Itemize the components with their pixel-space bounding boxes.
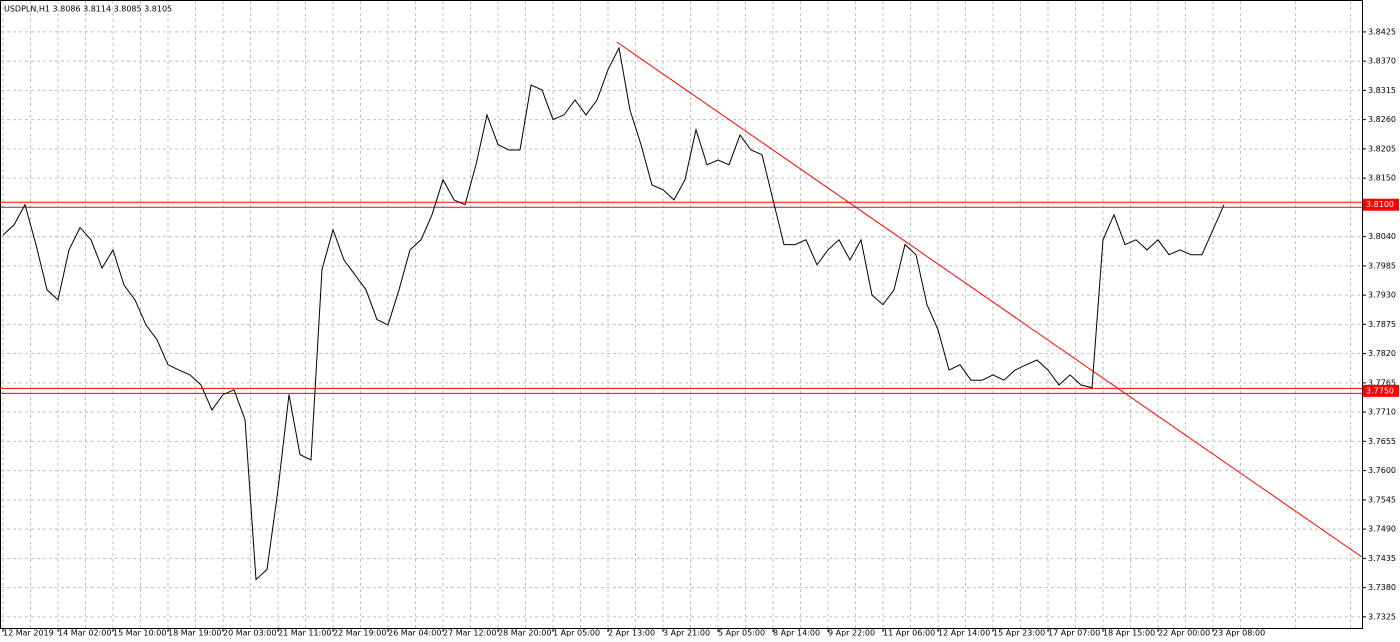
x-tick-label: 2 Apr 13:00 <box>608 629 655 638</box>
y-tick-label: 3.7655 <box>1368 437 1396 446</box>
y-tick-label: 3.7600 <box>1368 466 1396 475</box>
chart-title: USDPLN,H1 3.8086 3.8114 3.8085 3.8105 <box>4 5 172 14</box>
y-tick-label: 3.7710 <box>1368 408 1396 417</box>
y-tick-label: 3.7930 <box>1368 291 1396 300</box>
x-tick-label: 22 Mar 19:00 <box>333 629 386 638</box>
y-tick-label: 3.7820 <box>1368 349 1396 358</box>
x-tick-label: 23 Apr 08:00 <box>1213 629 1265 638</box>
price-line <box>2 46 1225 581</box>
y-tick-label: 3.7380 <box>1368 583 1396 592</box>
x-tick-label: 26 Mar 04:00 <box>388 629 441 638</box>
x-tick-label: 15 Mar 10:00 <box>113 629 166 638</box>
x-tick-label: 12 Apr 14:00 <box>938 629 990 638</box>
x-tick-label: 18 Apr 15:00 <box>1103 629 1155 638</box>
price-label: 3.7750 <box>1366 386 1394 395</box>
y-tick-label: 3.7490 <box>1368 525 1396 534</box>
y-tick-label: 3.7765 <box>1368 378 1396 387</box>
y-tick-label: 3.8425 <box>1368 27 1396 36</box>
x-tick-label: 17 Apr 07:00 <box>1048 629 1100 638</box>
y-tick-label: 3.8040 <box>1368 232 1396 241</box>
y-tick-label: 3.8315 <box>1368 86 1396 95</box>
price-label: 3.8100 <box>1366 200 1394 209</box>
x-tick-label: 15 Apr 23:00 <box>993 629 1045 638</box>
x-tick-label: 9 Apr 22:00 <box>828 629 875 638</box>
x-tick-label: 8 Apr 14:00 <box>773 629 820 638</box>
y-tick-label: 3.7435 <box>1368 554 1396 563</box>
y-tick-label: 3.8260 <box>1368 115 1396 124</box>
x-tick-label: 28 Mar 20:00 <box>498 629 551 638</box>
price-label-box <box>1363 384 1399 397</box>
y-tick-label: 3.7325 <box>1368 612 1396 621</box>
y-tick-label: 3.8370 <box>1368 57 1396 66</box>
y-tick-label: 3.8205 <box>1368 144 1396 153</box>
x-tick-label: 27 Mar 12:00 <box>443 629 496 638</box>
y-tick-label: 3.7545 <box>1368 495 1396 504</box>
y-tick-label: 3.8150 <box>1368 174 1396 183</box>
x-tick-label: 3 Apr 21:00 <box>663 629 710 638</box>
x-tick-label: 21 Mar 11:00 <box>278 629 331 638</box>
x-tick-label: 18 Mar 19:00 <box>168 629 221 638</box>
x-tick-label: 1 Apr 05:00 <box>553 629 600 638</box>
x-tick-label: 12 Mar 2019 <box>3 629 54 638</box>
x-tick-label: 14 Mar 02:00 <box>58 629 111 638</box>
x-tick-label: 11 Apr 06:00 <box>883 629 935 638</box>
x-tick-label: 5 Apr 05:00 <box>718 629 765 638</box>
price-label-box <box>1363 198 1399 211</box>
x-tick-label: 20 Mar 03:00 <box>223 629 276 638</box>
x-tick-label: 22 Apr 00:00 <box>1158 629 1210 638</box>
plot-frame <box>0 0 1363 629</box>
y-tick-label: 3.7985 <box>1368 261 1396 270</box>
y-tick-label: 3.7875 <box>1368 320 1396 329</box>
trendline <box>616 41 1362 558</box>
